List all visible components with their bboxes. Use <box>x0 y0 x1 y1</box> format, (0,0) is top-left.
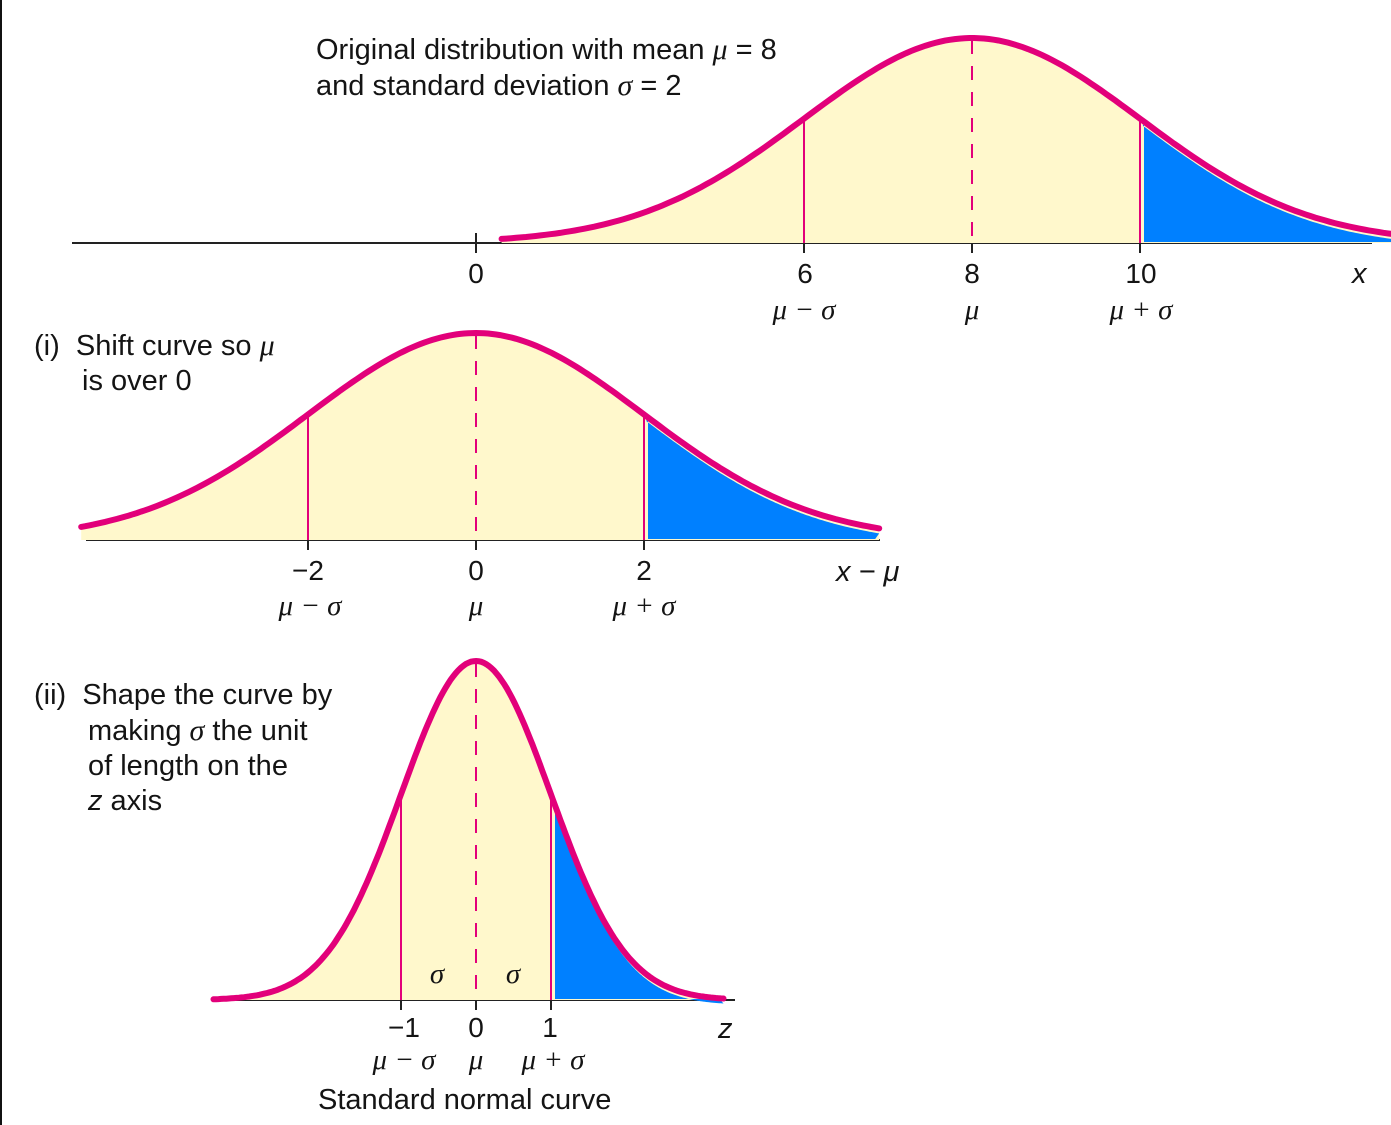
sigma-interval-right: σ <box>505 958 521 990</box>
shifted-label-text: (i) Shift curve so <box>34 330 260 362</box>
standard-tick-neg1: −1 <box>388 1012 420 1043</box>
shifted-axis-label: x − μ <box>836 556 899 589</box>
original-symbol-mu-plus-sigma: μ + σ <box>1109 294 1173 326</box>
original-tick-10: 10 <box>1125 258 1157 289</box>
mu-symbol: μ <box>712 33 728 66</box>
shifted-label-text: is over 0 <box>82 365 192 397</box>
original-axis-label: x <box>1352 258 1367 290</box>
z-symbol: z <box>88 785 103 817</box>
standard-upper-tail-shading <box>552 799 724 1004</box>
original-normal-curve <box>498 35 1391 242</box>
standard-symbol-mu: μ <box>468 1044 484 1076</box>
mean-value: = 8 <box>727 34 777 66</box>
standard-label-text: axis <box>102 785 163 817</box>
original-symbol-mu: μ <box>964 294 980 326</box>
standard-label-text: making <box>88 715 190 747</box>
shifted-distribution-plot <box>78 329 883 550</box>
standard-symbol-mu-plus-sigma: μ + σ <box>521 1044 585 1076</box>
standard-label-text: (ii) Shape the curve by <box>34 679 333 711</box>
left-border <box>0 0 2 1125</box>
standard-normal-caption: Standard normal curve <box>318 1084 612 1116</box>
original-upper-tail-shading <box>1142 123 1391 242</box>
original-label-text: and standard deviation <box>316 70 618 102</box>
standard-label-text: the unit <box>204 715 308 747</box>
original-description: Original distribution with mean μ = 8 an… <box>316 32 777 104</box>
original-label-text: Original distribution with mean <box>316 34 713 66</box>
shifted-upper-tail-shading <box>646 419 880 539</box>
sigma-symbol: σ <box>617 69 633 102</box>
original-distribution-plot <box>72 35 1391 253</box>
shifted-tick-neg2: −2 <box>292 555 324 586</box>
original-tick-6: 6 <box>797 258 813 289</box>
standard-tick-0: 0 <box>468 1012 484 1043</box>
standard-label-text: of length on the <box>88 750 288 782</box>
standard-normal-plot <box>210 657 735 1010</box>
shifted-tick-0: 0 <box>468 555 484 586</box>
shifted-symbol-mu: μ <box>468 590 484 622</box>
mu-symbol: μ <box>259 329 275 362</box>
sigma-symbol: σ <box>189 714 205 747</box>
standard-normal-curve <box>210 657 727 1003</box>
shifted-symbol-mu-plus-sigma: μ + σ <box>612 590 676 622</box>
standard-tick-1: 1 <box>542 1012 558 1043</box>
shifted-tick-2: 2 <box>636 555 652 586</box>
original-symbol-mu-minus-sigma: μ − σ <box>772 294 836 326</box>
standard-description: (ii) Shape the curve by making σ the uni… <box>34 678 332 819</box>
sigma-interval-left: σ <box>429 958 445 990</box>
shifted-normal-curve <box>78 329 883 532</box>
sd-value: = 2 <box>632 70 682 102</box>
original-tick-8: 8 <box>964 258 980 289</box>
standard-axis-label: z <box>718 1013 733 1045</box>
shifted-symbol-mu-minus-sigma: μ − σ <box>278 590 342 622</box>
standard-symbol-mu-minus-sigma: μ − σ <box>372 1044 436 1076</box>
shifted-axis-var: x − μ <box>836 556 900 588</box>
shifted-description: (i) Shift curve so μ is over 0 <box>34 328 275 399</box>
original-tick-zero: 0 <box>468 258 484 289</box>
